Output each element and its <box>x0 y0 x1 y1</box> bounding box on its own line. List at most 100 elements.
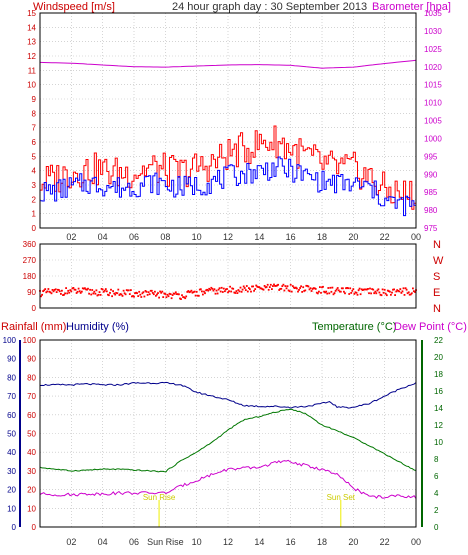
direction-point <box>138 290 141 293</box>
direction-point <box>130 289 132 291</box>
direction-point <box>133 295 135 298</box>
direction-point <box>123 292 126 295</box>
top-time-tick-label: 02 <box>66 232 76 242</box>
direction-point <box>306 285 309 287</box>
top-panel-series <box>39 59 417 217</box>
direction-point <box>151 292 154 294</box>
direction-point <box>371 288 373 290</box>
direction-point <box>179 297 181 300</box>
direction-point <box>73 288 76 291</box>
wind-tick-label: 5 <box>32 152 37 161</box>
humidity-tick-label: 30 <box>27 467 36 476</box>
direction-point <box>105 290 108 293</box>
direction-point <box>372 288 375 291</box>
direction-point <box>69 289 72 291</box>
direction-point <box>238 290 241 293</box>
direction-point <box>279 288 282 290</box>
direction-point <box>347 287 349 290</box>
direction-point <box>196 294 199 297</box>
direction-point <box>222 287 225 290</box>
direction-point <box>181 294 183 297</box>
barometer-tick-label: 1015 <box>424 81 442 90</box>
direction-point <box>94 292 97 295</box>
direction-point <box>171 294 174 296</box>
direction-point <box>366 288 368 291</box>
direction-point <box>232 287 235 290</box>
direction-point <box>348 293 351 295</box>
direction-tick-label: 270 <box>23 256 37 265</box>
direction-point <box>116 292 119 295</box>
direction-point <box>414 291 416 293</box>
direction-point <box>409 293 412 296</box>
dewpoint-series-line <box>39 459 417 499</box>
direction-point <box>255 284 258 287</box>
direction-point <box>192 291 195 293</box>
direction-point <box>217 288 220 291</box>
direction-point <box>195 290 198 293</box>
top-time-tick-label: 06 <box>129 232 139 242</box>
direction-point <box>252 285 254 288</box>
direction-point <box>394 294 396 296</box>
direction-point <box>47 288 50 290</box>
direction-point <box>340 287 343 290</box>
direction-point <box>265 286 268 288</box>
direction-point <box>334 290 337 292</box>
barometer-tick-label: 990 <box>424 170 438 179</box>
direction-point <box>283 289 286 292</box>
wind-tick-label: 14 <box>27 23 36 32</box>
direction-point <box>327 287 330 289</box>
wind-tick-label: 8 <box>32 109 37 118</box>
top-time-tick-label: 16 <box>286 232 296 242</box>
direction-point <box>162 296 165 298</box>
wind-tick-label: 15 <box>27 9 36 18</box>
direction-point <box>291 285 294 287</box>
direction-point <box>303 290 306 292</box>
direction-point <box>344 292 346 295</box>
direction-point <box>99 294 102 296</box>
barometer-tick-label: 985 <box>424 188 438 197</box>
direction-point <box>263 285 266 287</box>
direction-point <box>239 286 242 289</box>
bottom-time-tick-label: 22 <box>380 537 390 547</box>
direction-point <box>148 293 151 296</box>
direction-point <box>282 283 285 286</box>
direction-point <box>300 285 302 288</box>
direction-point <box>103 289 106 292</box>
direction-point <box>275 285 277 287</box>
direction-point <box>231 287 234 290</box>
wind-tick-label: 6 <box>32 138 37 147</box>
barometer-axis-title: Barometer [hpa] <box>372 1 451 13</box>
wind-tick-label: 4 <box>32 167 37 176</box>
direction-point <box>220 286 223 289</box>
direction-point <box>161 290 164 293</box>
direction-point <box>362 288 365 291</box>
direction-point <box>338 290 341 293</box>
direction-point <box>212 289 215 292</box>
direction-point <box>321 286 323 289</box>
direction-point <box>43 289 46 292</box>
direction-point <box>66 292 69 295</box>
direction-point <box>225 288 227 291</box>
direction-point <box>328 292 331 295</box>
direction-point <box>343 290 345 293</box>
direction-point <box>55 291 58 293</box>
direction-point <box>124 293 127 296</box>
direction-tick-label: 0 <box>32 304 37 313</box>
direction-point <box>383 288 386 291</box>
direction-point <box>49 291 52 294</box>
direction-point <box>337 289 340 292</box>
direction-point <box>142 291 145 294</box>
direction-point <box>221 291 224 293</box>
wind-tick-label: 1 <box>32 210 37 219</box>
direction-point <box>169 293 172 295</box>
barometer-tick-label: 980 <box>424 206 438 215</box>
direction-axis-ticks: 0 90 180 270 360 <box>23 240 37 313</box>
direction-point <box>227 291 229 294</box>
direction-point <box>58 290 61 293</box>
direction-point <box>50 292 53 295</box>
direction-point <box>97 293 100 296</box>
direction-point <box>174 291 177 294</box>
direction-point <box>208 287 211 290</box>
direction-point <box>251 285 253 288</box>
